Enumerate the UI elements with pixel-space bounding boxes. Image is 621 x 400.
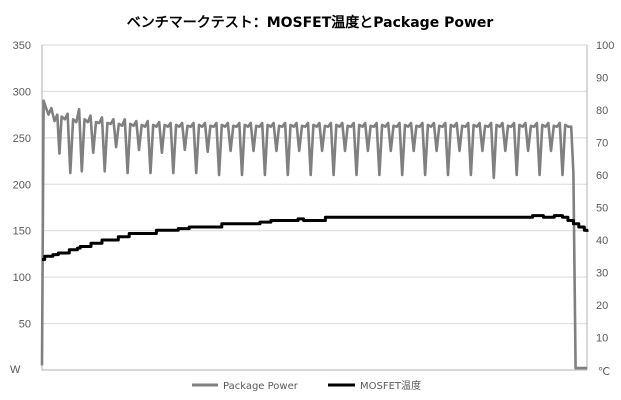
chart-title: ベンチマークテスト：MOSFET温度とPackage Power — [127, 14, 494, 31]
left-tick-label-4: 150 — [13, 226, 31, 238]
legend-label-0: Package Power — [223, 381, 299, 392]
axes — [41, 45, 588, 371]
left-tick-label-2: 250 — [13, 133, 31, 145]
left-tick-label-0: 350 — [13, 40, 31, 52]
right-tick-label-4: 60 — [596, 170, 608, 182]
series-line-1 — [42, 214, 589, 261]
left-tick-label-1: 300 — [13, 86, 31, 98]
series-line-0 — [40, 99, 587, 370]
left-tick-label-6: 50 — [19, 319, 31, 331]
legend-label-1: MOSFET温度 — [360, 379, 421, 392]
right-tick-label-2: 80 — [596, 105, 608, 117]
right-tick-label-5: 50 — [596, 203, 608, 215]
right-tick-label-3: 70 — [596, 138, 608, 150]
right-tick-label-8: 20 — [596, 300, 608, 312]
left-tick-label-5: 100 — [13, 272, 31, 284]
series-layer — [40, 99, 589, 370]
right-axis-ticks: 100 90 80 70 60 50 40 30 20 10 — [596, 40, 614, 345]
right-tick-label-7: 30 — [596, 268, 608, 280]
right-tick-label-1: 90 — [596, 73, 608, 85]
right-tick-label-0: 100 — [596, 40, 614, 52]
left-axis-ticks: 350 300 250 200 150 100 50 — [13, 40, 31, 331]
right-tick-label-6: 40 — [596, 235, 608, 247]
right-tick-label-9: 10 — [596, 333, 608, 345]
right-axis-unit: ℃ — [598, 366, 610, 378]
left-axis-unit: W — [10, 364, 21, 376]
legend: Package Power MOSFET温度 — [192, 379, 421, 392]
left-tick-label-3: 200 — [13, 179, 31, 191]
grid-lines — [42, 44, 587, 325]
